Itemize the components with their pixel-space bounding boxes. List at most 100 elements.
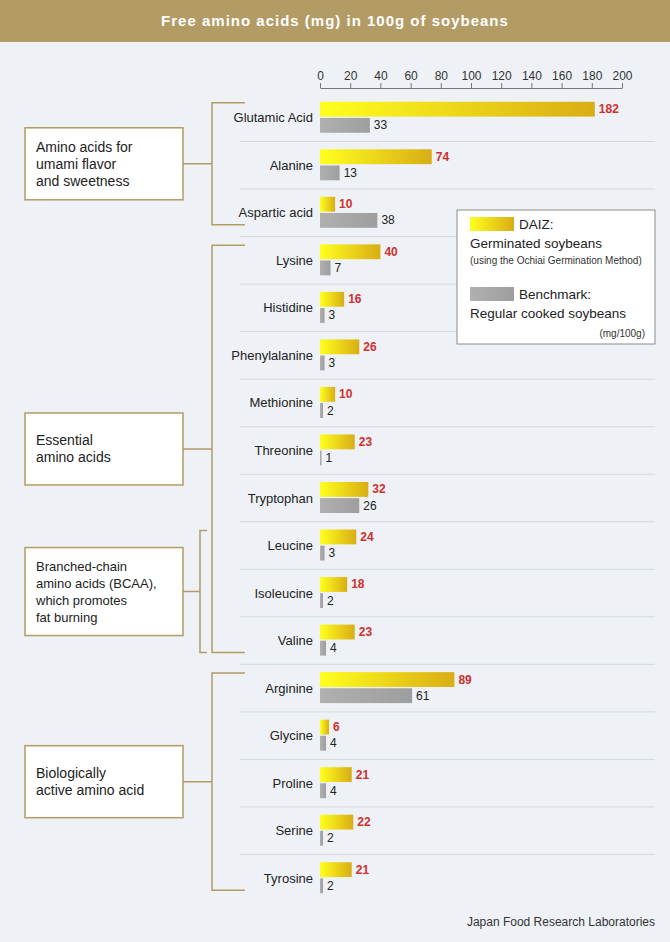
bar: [320, 736, 326, 751]
data-label: 22: [357, 815, 371, 829]
data-label: 18: [351, 577, 365, 591]
bar: [320, 815, 353, 830]
divider: [240, 426, 655, 427]
tick: 200: [612, 69, 632, 88]
group-label: which promotes: [35, 593, 128, 608]
category-label: Histidine: [263, 300, 313, 315]
data-label: 74: [436, 150, 450, 164]
data-label: 3: [329, 308, 336, 322]
bar: [320, 213, 377, 228]
bar: [320, 244, 380, 259]
divider: [240, 521, 655, 522]
tick-label: 60: [404, 69, 418, 83]
group-box: [25, 413, 183, 485]
divider: [240, 711, 655, 712]
data-label: 2: [327, 831, 334, 845]
data-label: 26: [363, 499, 377, 513]
bar: [320, 862, 352, 877]
data-label: 32: [372, 482, 386, 496]
data-label: 4: [330, 641, 337, 655]
bar: [320, 831, 323, 846]
data-label: 21: [356, 768, 370, 782]
category-label: Phenylalanine: [231, 348, 313, 363]
bar: [320, 339, 359, 354]
group-label: Biologically: [36, 765, 106, 781]
background: [0, 0, 670, 942]
tick-mark: [501, 83, 502, 88]
tick: 80: [435, 69, 449, 88]
tick: 120: [492, 69, 512, 88]
bracket: [183, 673, 245, 890]
tick-label: 20: [344, 69, 358, 83]
bar: [320, 434, 355, 449]
tick: 60: [404, 69, 418, 88]
category-label: Isoleucine: [254, 586, 313, 601]
bar: [320, 688, 412, 703]
bracket: [183, 245, 245, 652]
group-box: [25, 128, 183, 200]
tick-label: 200: [612, 69, 632, 83]
group-box: [25, 548, 183, 636]
tick-label: 100: [461, 69, 481, 83]
data-label: 10: [339, 387, 353, 401]
bar: [320, 451, 322, 466]
divider: [240, 759, 655, 760]
category-label: Alanine: [270, 158, 313, 173]
bracket: [183, 103, 245, 225]
legend-label: Benchmark:Regular cooked soybeans: [470, 287, 626, 321]
bar: [320, 308, 325, 323]
bar: [320, 625, 355, 640]
bar: [320, 878, 323, 893]
data-label: 21: [356, 863, 370, 877]
data-label: 1: [326, 451, 333, 465]
category-label: Glycine: [270, 728, 313, 743]
legend-note: (mg/100g): [599, 328, 645, 339]
chart: Free amino acids (mg) in 100g of soybean…: [0, 0, 670, 942]
title-banner: [0, 0, 670, 42]
axis-line: [321, 88, 623, 89]
data-label: 2: [327, 594, 334, 608]
bar: [320, 356, 325, 371]
tick-mark: [320, 83, 321, 88]
bar: [320, 118, 370, 133]
category-label: Tryptophan: [248, 491, 313, 506]
bar: [320, 292, 344, 307]
data-label: 61: [416, 689, 430, 703]
divider: [240, 569, 655, 570]
bar: [320, 783, 326, 798]
category-label: Aspartic acid: [239, 205, 313, 220]
group-label: Essential: [36, 432, 93, 448]
group-label: amino acids (BCAA),: [36, 576, 157, 591]
bracket: [183, 531, 207, 653]
category-label: Threonine: [254, 443, 313, 458]
tick: 0: [317, 69, 324, 88]
tick-label: 40: [374, 69, 388, 83]
bar: [320, 641, 326, 656]
tick-mark: [471, 83, 472, 88]
title: Free amino acids (mg) in 100g of soybean…: [161, 12, 509, 29]
divider: [240, 141, 655, 142]
data-label: 89: [458, 673, 472, 687]
group-box: [25, 746, 183, 818]
source: Japan Food Research Laboratories: [467, 915, 655, 929]
data-label: 2: [327, 404, 334, 418]
legend-swatch: [470, 287, 514, 301]
divider: [240, 854, 655, 855]
divider: [240, 379, 655, 380]
bar: [320, 149, 432, 164]
legend: DAIZ:Germinated soybeansBenchmark:Regula…: [457, 210, 655, 344]
bar: [320, 546, 325, 561]
category-label: Arginine: [265, 681, 313, 696]
tick-label: 140: [522, 69, 542, 83]
tick-label: 0: [317, 69, 324, 83]
group-label: Branched-chain: [36, 559, 127, 574]
data-label: 3: [329, 356, 336, 370]
bar: [320, 498, 359, 513]
category-label: Lysine: [276, 253, 313, 268]
groups: Amino acids forumami flavorand sweetness…: [25, 103, 245, 890]
tick-mark: [441, 83, 442, 88]
legend-note: (using the Ochiai Germination Method): [470, 255, 642, 266]
tick-mark: [531, 83, 532, 88]
category-label: Proline: [273, 776, 313, 791]
bar: [320, 387, 335, 402]
